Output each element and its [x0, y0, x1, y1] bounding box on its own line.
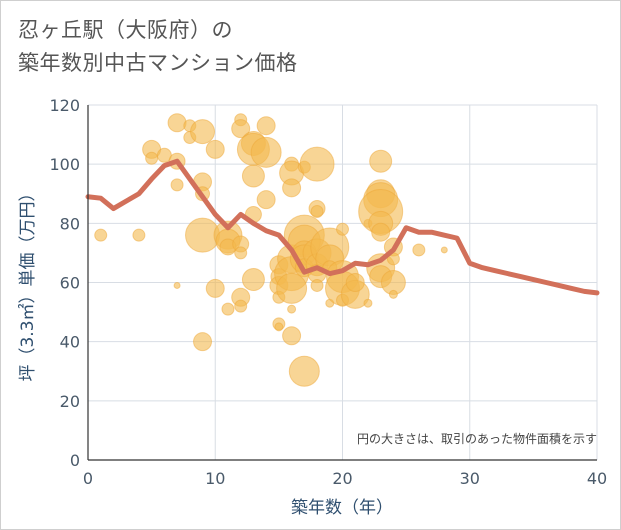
average-line-series	[85, 158, 600, 296]
bubble-point	[345, 273, 365, 292]
bubble-point	[241, 164, 265, 188]
bubble-point	[231, 119, 251, 139]
bubble-point	[310, 278, 324, 292]
y-tick-label: 0	[70, 451, 80, 470]
average-price-line	[85, 158, 600, 296]
bubble-point	[234, 246, 248, 260]
bubble-point	[388, 289, 398, 299]
x-tick-label: 40	[587, 469, 607, 488]
bubble-point	[276, 272, 308, 304]
bubble-point	[282, 326, 302, 346]
axes: 0 10 20 30 40 0 20 40 60 80 100 120	[49, 96, 607, 488]
y-tick-label: 100	[49, 155, 80, 174]
bubble-point	[241, 268, 265, 292]
bubble-point	[170, 178, 184, 192]
x-axis-label: 築年数（年）	[291, 498, 393, 518]
bubble-point	[412, 243, 426, 257]
bubble-point	[440, 246, 448, 254]
bubble-size-note: 円の大きさは、取引のあった物件面積を示す	[357, 431, 597, 446]
chart-title-line1: 忍ヶ丘駅（大阪府）の	[18, 18, 233, 42]
bubble-point	[256, 190, 276, 210]
bubble-point	[167, 113, 187, 133]
bubble-point	[287, 304, 297, 314]
bubble-point	[132, 228, 146, 242]
bubble-point	[221, 302, 235, 316]
bubble-point	[145, 151, 159, 165]
chart-title: 忍ヶ丘駅（大阪府）の 築年数別中古マンション価格	[18, 14, 298, 80]
bubble-point	[256, 116, 276, 136]
bubble-point	[336, 222, 349, 236]
bubble-point	[205, 139, 225, 159]
y-tick-label: 40	[60, 333, 80, 352]
y-tick-label: 120	[49, 96, 80, 115]
y-tick-label: 80	[60, 214, 80, 233]
bubble-point	[205, 278, 225, 298]
x-tick-label: 0	[83, 469, 93, 488]
bubble-point	[250, 136, 282, 168]
bubble-point	[173, 281, 181, 289]
bubble-point	[94, 228, 108, 242]
x-tick-label: 20	[332, 469, 352, 488]
bubble-point	[274, 322, 284, 332]
bubble-point	[371, 222, 391, 242]
bubble-point	[363, 298, 373, 308]
chart-title-line2: 築年数別中古マンション価格	[18, 51, 298, 75]
bubble-point	[310, 205, 324, 218]
bubble-point	[282, 178, 302, 198]
y-tick-label: 60	[60, 274, 80, 293]
x-tick-label: 30	[460, 469, 480, 488]
bubble-point	[193, 332, 213, 352]
bubble-point	[369, 149, 393, 173]
bubble-point	[190, 119, 216, 145]
y-tick-label: 20	[60, 392, 80, 411]
x-tick-label: 10	[205, 469, 225, 488]
bubble-point	[299, 146, 335, 182]
bubble-point	[234, 299, 248, 313]
bubble-point	[288, 355, 320, 387]
y-axis-label: 坪（3.3㎡）単価（万円）	[18, 184, 38, 381]
